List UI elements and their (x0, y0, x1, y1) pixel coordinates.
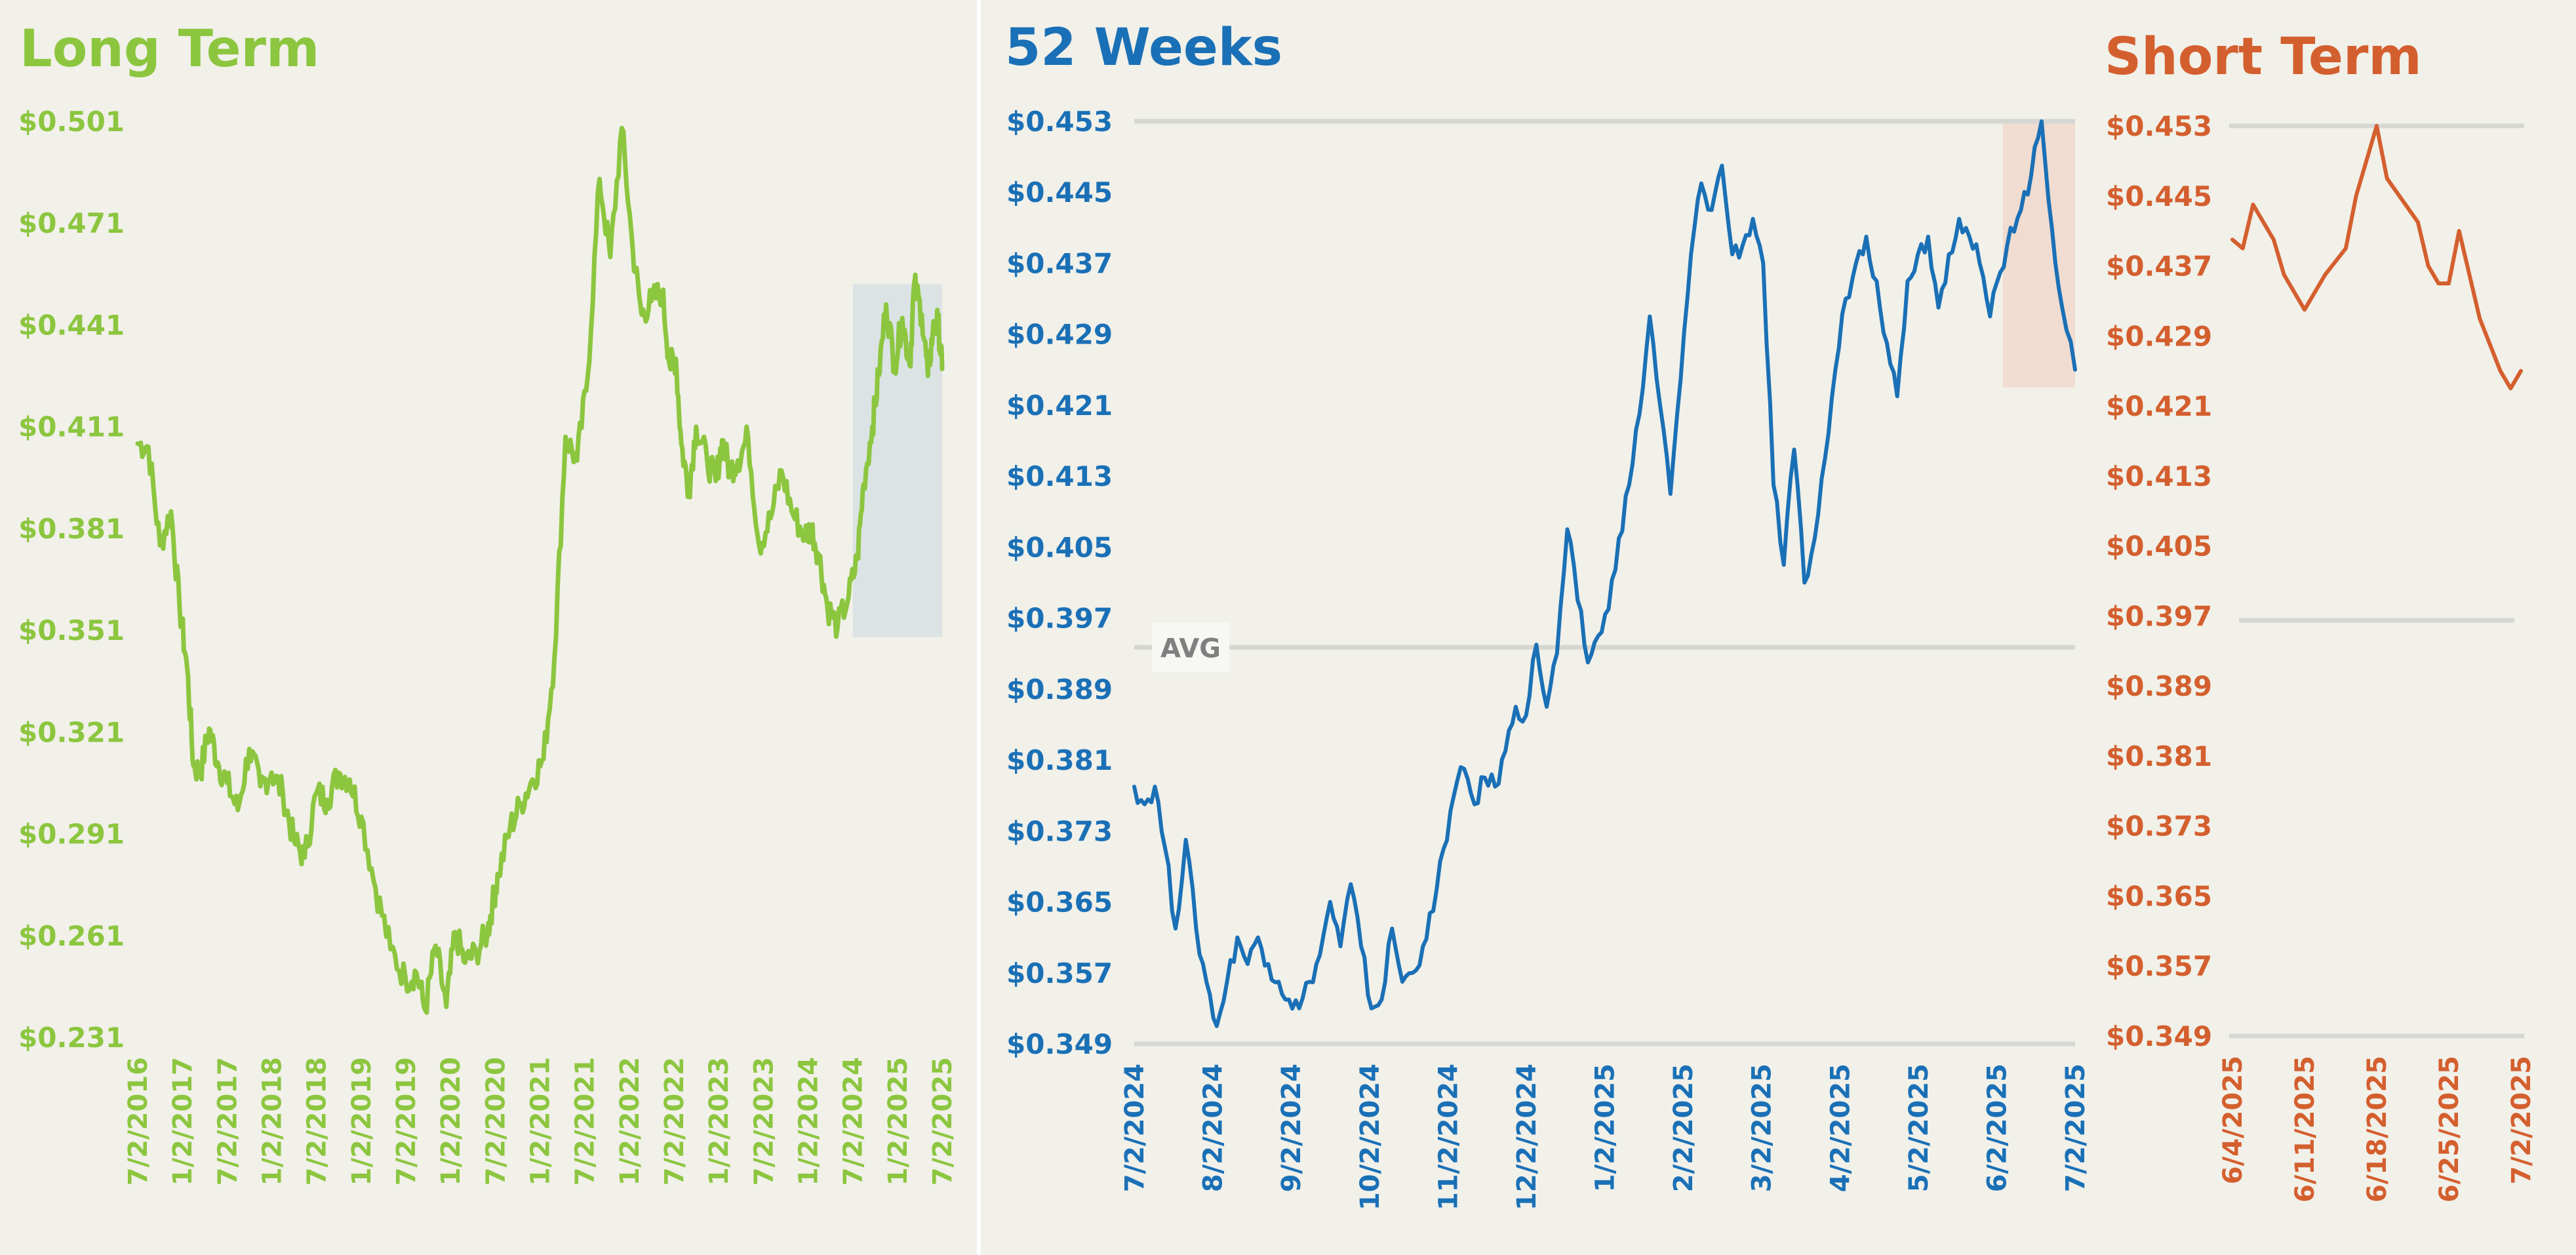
long-term-x-tick-label: 1/2/2025 (883, 1057, 913, 1185)
long-term-x-tick-label: 1/2/2020 (436, 1057, 466, 1185)
52-weeks-highlight-region (2002, 121, 2075, 388)
long-term-x-tick-label: 7/2/2019 (391, 1057, 422, 1185)
long-term-x-tick-label: 1/2/2024 (794, 1057, 824, 1185)
short-term-y-tick-label: $0.413 (2106, 460, 2212, 492)
chart-title-52-weeks: 52 Weeks (1005, 18, 1283, 77)
52-weeks-y-tick-label: $0.389 (1006, 673, 1113, 706)
short-term-x-tick-label: 6/11/2025 (2290, 1056, 2320, 1203)
52-weeks-y-tick-label: $0.373 (1006, 815, 1113, 847)
short-term-y-tick-label: $0.445 (2106, 180, 2212, 212)
short-term-y-tick-label: $0.405 (2106, 530, 2212, 563)
long-term-y-tick-label: $0.381 (18, 513, 125, 545)
long-term-x-tick-label: 7/2/2022 (660, 1057, 690, 1185)
long-term-x-tick-label: 7/2/2017 (212, 1057, 243, 1185)
chart-title-short-term: Short Term (2105, 28, 2422, 87)
long-term-y-tick-label: $0.411 (18, 411, 125, 443)
long-term-y-tick-label: $0.471 (18, 207, 125, 239)
52-weeks-x-tick-label: 7/2/2025 (2061, 1064, 2091, 1192)
long-term-series-line (135, 125, 945, 1015)
52-weeks-y-tick-label: $0.437 (1006, 247, 1113, 279)
52-weeks-y-tick-label: $0.349 (1006, 1028, 1113, 1060)
52-weeks-y-tick-label: $0.381 (1006, 744, 1113, 776)
52-weeks-x-tick-label: 3/2/2025 (1747, 1064, 1777, 1192)
52-weeks-y-tick-label: $0.365 (1006, 886, 1113, 919)
long-term-y-tick-label: $0.501 (18, 106, 125, 138)
short-term-y-tick-label: $0.429 (2106, 320, 2212, 352)
52-weeks-x-tick-label: 4/2/2025 (1825, 1064, 1855, 1192)
short-term-x-tick-label: 6/4/2025 (2218, 1056, 2248, 1184)
long-term-x-tick-label: 7/2/2023 (749, 1057, 779, 1185)
short-term-y-tick-label: $0.397 (2106, 600, 2212, 632)
short-term-y-tick-label: $0.365 (2106, 880, 2212, 912)
short-term-y-tick-label: $0.389 (2106, 670, 2212, 702)
52-weeks-x-tick-label: 12/2/2024 (1512, 1064, 1542, 1210)
52-weeks-series-line (1132, 119, 2077, 1028)
52-weeks-x-tick-label: 10/2/2024 (1355, 1064, 1385, 1210)
52-weeks-y-tick-label: $0.405 (1006, 531, 1113, 563)
52-weeks-x-tick-label: 8/2/2024 (1199, 1064, 1229, 1192)
long-term-y-tick-label: $0.321 (18, 716, 125, 748)
panel-divider (977, 0, 981, 1255)
52-weeks-x-tick-label: 11/2/2024 (1433, 1064, 1463, 1210)
short-term-y-tick-label: $0.357 (2106, 950, 2212, 982)
52-weeks-y-tick-label: $0.421 (1006, 389, 1113, 422)
52-weeks-y-tick-label: $0.453 (1006, 106, 1113, 138)
long-term-y-tick-label: $0.291 (18, 818, 125, 850)
52-weeks-x-tick-label: 9/2/2024 (1277, 1064, 1307, 1192)
long-term-x-tick-label: 7/2/2018 (302, 1057, 332, 1185)
short-term-x-tick-label: 6/25/2025 (2434, 1056, 2465, 1203)
long-term-x-tick-label: 7/2/2020 (481, 1057, 511, 1185)
average-label-box (1152, 622, 1229, 673)
52-weeks-y-tick-label: $0.397 (1006, 603, 1113, 635)
long-term-y-tick-label: $0.261 (18, 920, 125, 952)
long-term-x-tick-label: 1/2/2017 (168, 1057, 198, 1185)
short-term-x-tick-label: 7/2/2025 (2507, 1056, 2537, 1184)
short-term-y-tick-label: $0.349 (2106, 1020, 2212, 1052)
52-weeks-x-tick-label: 6/2/2025 (1982, 1064, 2012, 1192)
long-term-x-tick-label: 1/2/2021 (526, 1057, 556, 1185)
long-term-x-tick-label: 7/2/2025 (928, 1057, 958, 1185)
short-term-y-tick-label: $0.453 (2106, 110, 2212, 142)
52-weeks-x-tick-label: 1/2/2025 (1591, 1064, 1621, 1192)
52-weeks-x-tick-label: 7/2/2024 (1120, 1064, 1150, 1192)
short-term-y-tick-label: $0.421 (2106, 390, 2212, 422)
long-term-x-tick-label: 1/2/2018 (258, 1057, 288, 1185)
short-term-series-line (2230, 124, 2523, 391)
long-term-x-tick-label: 7/2/2024 (839, 1057, 869, 1185)
short-term-y-tick-label: $0.437 (2106, 250, 2212, 283)
long-term-y-tick-label: $0.231 (18, 1022, 125, 1054)
short-term-y-tick-label: $0.381 (2106, 740, 2212, 772)
52-weeks-y-tick-label: $0.445 (1006, 176, 1113, 209)
average-label: AVG (1160, 633, 1221, 664)
52-weeks-y-tick-label: $0.413 (1006, 460, 1113, 492)
short-term-x-tick-label: 6/18/2025 (2362, 1056, 2392, 1203)
52-weeks-y-tick-label: $0.357 (1006, 957, 1113, 989)
short-term-y-tick-label: $0.373 (2106, 810, 2212, 843)
long-term-x-tick-label: 1/2/2023 (704, 1057, 734, 1185)
52-weeks-x-tick-label: 2/2/2025 (1669, 1064, 1699, 1192)
chart-title-long-term: Long Term (20, 20, 320, 79)
long-term-x-tick-label: 7/2/2016 (123, 1057, 153, 1185)
long-term-y-tick-label: $0.441 (18, 309, 125, 341)
long-term-x-tick-label: 7/2/2021 (570, 1057, 601, 1185)
52-weeks-y-tick-label: $0.429 (1006, 319, 1113, 351)
long-term-x-tick-label: 1/2/2022 (615, 1057, 645, 1185)
long-term-x-tick-label: 1/2/2019 (347, 1057, 377, 1185)
long-term-y-tick-label: $0.351 (18, 614, 125, 647)
52-weeks-x-tick-label: 5/2/2025 (1904, 1064, 1934, 1192)
